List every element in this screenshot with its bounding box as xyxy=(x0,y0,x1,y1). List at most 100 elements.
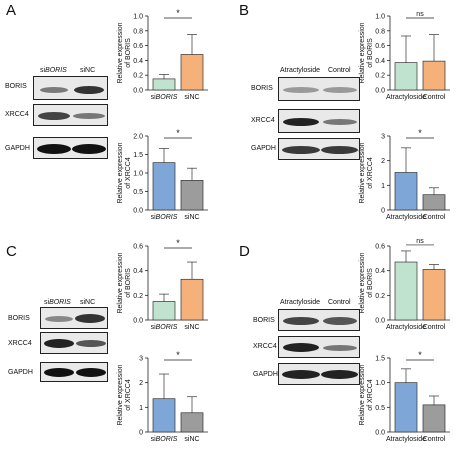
x-tick-label: siNC xyxy=(184,94,199,101)
y-tick-label: 0.6 xyxy=(375,43,385,50)
panel-c-letter: C xyxy=(6,243,17,260)
x-tick-label: siBORIS xyxy=(151,436,178,443)
blot-boris xyxy=(278,309,360,331)
panel-b-letter: B xyxy=(239,2,250,19)
y-tick-label: 0.6 xyxy=(133,43,143,50)
y-tick-label: 0.6 xyxy=(375,244,385,251)
y-tick-label: 0.0 xyxy=(375,318,385,325)
lane-label: Control xyxy=(328,67,351,74)
y-axis-label: Relative expression xyxy=(117,364,124,425)
y-tick-label: 0.2 xyxy=(375,73,385,80)
bar xyxy=(394,261,418,321)
x-tick-label: Atractyloside xyxy=(386,94,426,101)
blot-row-label: GAPDH xyxy=(251,145,276,152)
x-tick-label-prefix: si xyxy=(151,324,157,331)
y-axis-label: of XRCC4 xyxy=(367,157,374,189)
y-tick-label: 1.0 xyxy=(133,14,143,21)
blot-row-label: BORIS xyxy=(5,83,27,90)
y-axis-label: Relative expression xyxy=(359,142,366,203)
bar xyxy=(180,412,204,433)
blot-gapdh xyxy=(40,362,108,382)
x-tick-label: siBORIS xyxy=(151,214,178,221)
x-tick-label: siNC xyxy=(184,324,199,331)
y-tick-label: 0 xyxy=(381,208,385,215)
y-axis-label: of BORIS xyxy=(367,268,374,298)
bar xyxy=(180,180,204,211)
chart-a-xrcc4: 0.0 0.5 1.0 1.5 2.0 Relative expression of XRC… xyxy=(117,128,208,221)
blot-xrcc4 xyxy=(278,336,360,358)
y-tick-label: 0.0 xyxy=(375,430,385,437)
bar xyxy=(422,269,446,321)
x-tick-label-name: BORIS xyxy=(156,324,178,331)
blot-row-label: XRCC4 xyxy=(251,117,275,124)
bar xyxy=(422,60,446,91)
y-tick-label: 0.4 xyxy=(375,268,385,275)
y-axis-label: of BORIS xyxy=(125,38,132,68)
x-tick-label-prefix: si xyxy=(151,214,157,221)
blot-boris xyxy=(40,307,108,329)
bar xyxy=(180,54,204,91)
chart-b-boris: 0.0 0.2 0.4 0.6 0.8 1.0 Relative expression of … xyxy=(359,11,450,101)
blot-row-label: XRCC4 xyxy=(253,343,277,350)
y-axis-label: of BORIS xyxy=(367,38,374,68)
chart-d-boris: 0.0 0.2 0.4 0.6 Relative expression of BORIS A… xyxy=(359,238,450,331)
y-tick-label: 0.6 xyxy=(133,244,143,251)
blot-gapdh xyxy=(278,363,360,385)
y-tick-label: 0.2 xyxy=(133,73,143,80)
y-axis-label: of XRCC4 xyxy=(125,157,132,189)
blot-xrcc4 xyxy=(33,104,108,126)
x-tick-label: siBORIS xyxy=(151,94,178,101)
y-tick-label: 3 xyxy=(381,134,385,141)
y-axis-label: Relative expression xyxy=(117,252,124,313)
y-tick-label: 2.0 xyxy=(133,134,143,141)
significance-label: * xyxy=(418,128,422,138)
y-tick-label: 0.4 xyxy=(133,58,143,65)
y-tick-label: 0.0 xyxy=(133,88,143,95)
bar xyxy=(394,382,418,433)
x-tick-label: Atractyloside xyxy=(386,324,426,331)
lane-label: siNC xyxy=(80,299,96,306)
x-tick-label: Control xyxy=(423,214,446,221)
lane-label: Control xyxy=(328,299,351,306)
y-axis-label: Relative expression xyxy=(117,22,124,83)
y-tick-label: 1 xyxy=(381,183,385,190)
blot-row-label: GAPDH xyxy=(253,371,278,378)
y-tick-label: 2 xyxy=(381,158,385,165)
x-tick-label: siBORIS xyxy=(151,324,178,331)
x-tick-label: Control xyxy=(423,324,446,331)
x-tick-label-name: NC xyxy=(189,94,199,101)
panel-d-letter: D xyxy=(239,243,250,260)
y-tick-label: 1.5 xyxy=(375,356,385,363)
lane-label: siNC xyxy=(80,67,96,74)
y-tick-label: 0.4 xyxy=(133,268,143,275)
x-tick-label-name: BORIS xyxy=(156,214,178,221)
lane-label: Atractyloside xyxy=(280,299,321,306)
bar xyxy=(422,404,446,433)
significance-label: * xyxy=(176,8,180,18)
chart-d-xrcc4: 0.0 0.5 1.0 1.5 Relative expression of XRCC4 A… xyxy=(359,350,450,443)
chart-c-boris: 0.0 0.2 0.4 0.6 Relative expression of BORIS s… xyxy=(117,238,208,331)
y-tick-label: 0.0 xyxy=(375,88,385,95)
y-axis-label: of BORIS xyxy=(125,268,132,298)
y-tick-label: 1 xyxy=(139,405,143,412)
y-tick-label: 0.0 xyxy=(133,208,143,215)
x-tick-label-name: BORIS xyxy=(156,436,178,443)
bar xyxy=(152,162,176,211)
y-tick-label: 0.5 xyxy=(375,405,385,412)
blot-row-label: GAPDH xyxy=(5,145,30,152)
x-tick-label: Atractyloside xyxy=(386,436,426,443)
bar xyxy=(180,278,204,321)
blot-row-label: BORIS xyxy=(8,315,30,322)
chart-b-xrcc4: 0 1 2 3 Relative expression of XRCC4 Atractylo… xyxy=(359,128,450,221)
x-tick-label: siNC xyxy=(184,436,199,443)
x-tick-label-prefix: si xyxy=(184,324,190,331)
x-tick-label-prefix: si xyxy=(184,214,190,221)
significance-label: * xyxy=(176,238,180,248)
blot-row-label: BORIS xyxy=(253,317,275,324)
y-tick-label: 0.0 xyxy=(133,318,143,325)
y-tick-label: 1.0 xyxy=(375,14,385,21)
x-tick-label: Atractyloside xyxy=(386,214,426,221)
significance-label: ns xyxy=(416,11,424,18)
x-tick-label-prefix: si xyxy=(184,436,190,443)
significance-label: * xyxy=(418,350,422,360)
